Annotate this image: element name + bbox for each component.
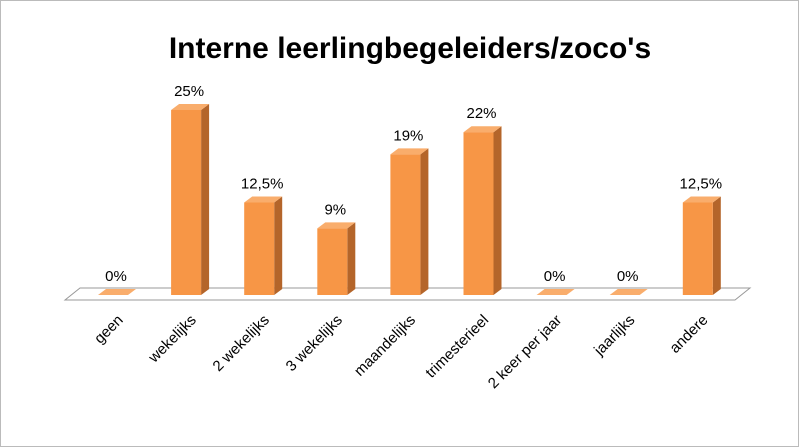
- bar: [171, 110, 202, 295]
- bar: [463, 132, 494, 295]
- bar: [390, 154, 421, 295]
- bar: [244, 202, 275, 295]
- bar-side: [201, 104, 210, 295]
- bar: [317, 228, 348, 295]
- data-label: 22%: [466, 105, 496, 122]
- chart-title: Interne leerlingbegeleiders/zoco's: [169, 32, 651, 65]
- data-label: 12,5%: [241, 175, 284, 192]
- data-label: 12,5%: [680, 175, 723, 192]
- bar-top: [536, 289, 575, 295]
- bar-side: [420, 148, 429, 295]
- data-label: 25%: [174, 83, 204, 100]
- bar-side: [347, 222, 356, 295]
- data-label: 0%: [105, 268, 127, 285]
- bar-top: [171, 104, 210, 110]
- bar-top: [244, 196, 283, 203]
- bar-top: [682, 196, 721, 203]
- bar-side: [493, 126, 502, 295]
- data-label: 19%: [393, 127, 423, 144]
- bar-top: [463, 126, 502, 133]
- bar-top: [317, 222, 356, 229]
- data-label: 9%: [324, 201, 346, 218]
- bar-top: [390, 148, 429, 155]
- bar-side: [274, 196, 283, 295]
- bar-top: [98, 289, 136, 295]
- data-label: 0%: [617, 268, 639, 285]
- data-label: 0%: [544, 268, 566, 285]
- bar: [682, 202, 713, 295]
- bar-side: [712, 196, 721, 295]
- bar-top: [609, 289, 648, 295]
